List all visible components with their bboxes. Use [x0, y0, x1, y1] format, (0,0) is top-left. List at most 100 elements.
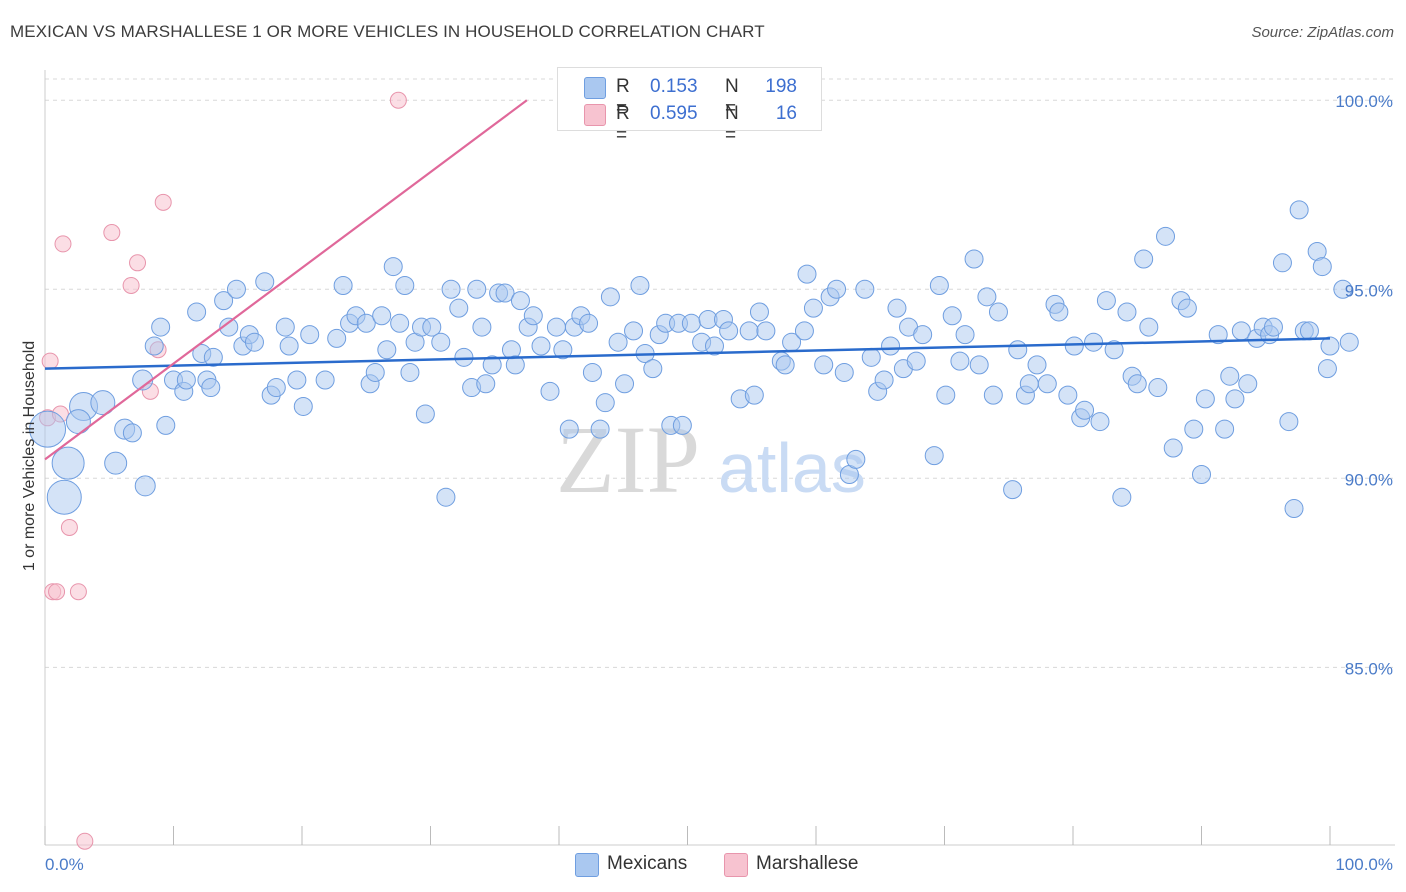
x-tick-label: 0.0%	[45, 855, 84, 874]
data-point-mexicans	[1272, 253, 1292, 273]
data-point-mexicans	[834, 362, 854, 382]
data-point-mexicans	[964, 249, 984, 269]
data-point-mexicans	[1148, 378, 1168, 398]
data-point-mexicans	[983, 385, 1003, 405]
data-point-mexicans	[924, 446, 944, 466]
data-point-mexicans	[1220, 366, 1240, 386]
data-point-mexicans	[600, 287, 620, 307]
data-point-mexicans	[431, 332, 451, 352]
data-point-mexicans	[1064, 336, 1084, 356]
data-point-mexicans	[531, 336, 551, 356]
data-point-mexicans	[950, 351, 970, 371]
data-point-mexicans	[51, 446, 85, 480]
data-point-mexicans	[929, 275, 949, 295]
data-point-marshallese	[76, 832, 94, 850]
data-point-mexicans	[151, 317, 171, 337]
data-point-mexicans	[65, 409, 91, 435]
data-point-mexicans	[749, 302, 769, 322]
data-point-mexicans	[846, 449, 866, 469]
data-point-mexicans	[300, 325, 320, 345]
data-point-mexicans	[579, 313, 599, 333]
data-point-mexicans	[553, 340, 573, 360]
watermark-atlas: atlas	[718, 429, 866, 507]
data-point-mexicans	[1208, 325, 1228, 345]
data-point-mexicans	[988, 302, 1008, 322]
data-point-mexicans	[1096, 291, 1116, 311]
data-point-mexicans	[255, 272, 275, 292]
data-point-mexicans	[1263, 317, 1283, 337]
data-point-mexicans	[874, 370, 894, 390]
data-point-marshallese	[60, 518, 78, 536]
data-point-mexicans	[855, 279, 875, 299]
data-point-mexicans	[1112, 487, 1132, 507]
y-axis-label: 1 or more Vehicles in Household	[21, 341, 38, 571]
data-point-mexicans	[595, 393, 615, 413]
data-point-mexicans	[472, 317, 492, 337]
data-point-mexicans	[104, 451, 128, 475]
data-point-mexicans	[187, 302, 207, 322]
legend-n-value: 16	[775, 103, 797, 124]
data-point-mexicans	[327, 328, 347, 348]
data-point-mexicans	[275, 317, 295, 337]
data-point-mexicans	[608, 332, 628, 352]
y-tick-label: 90.0%	[1345, 470, 1393, 489]
data-point-mexicans	[122, 423, 142, 443]
data-point-mexicans	[1075, 400, 1095, 420]
data-point-mexicans	[383, 257, 403, 277]
data-point-mexicans	[1008, 340, 1028, 360]
bottom-label-marshallese: Marshallese	[756, 853, 859, 874]
legend-r-label: R =	[616, 103, 630, 146]
data-point-mexicans	[436, 487, 456, 507]
data-point-mexicans	[1289, 200, 1309, 220]
data-point-mexicans	[495, 283, 515, 303]
data-point-mexicans	[293, 396, 313, 416]
data-point-mexicans	[756, 321, 776, 341]
data-point-mexicans	[969, 355, 989, 375]
data-point-mexicans	[913, 325, 933, 345]
data-point-mexicans	[794, 321, 814, 341]
data-point-mexicans	[719, 321, 739, 341]
data-point-marshallese	[69, 583, 87, 601]
data-point-marshallese	[41, 352, 59, 370]
data-point-marshallese	[129, 254, 147, 272]
data-point-marshallese	[103, 224, 121, 242]
data-point-mexicans	[287, 370, 307, 390]
x-tick-label: 100.0%	[1335, 855, 1393, 874]
y-tick-label: 95.0%	[1345, 281, 1393, 300]
data-point-mexicans	[365, 362, 385, 382]
legend-n-label: N =	[725, 76, 739, 119]
data-point-mexicans	[400, 362, 420, 382]
data-point-mexicans	[977, 287, 997, 307]
data-point-mexicans	[590, 419, 610, 439]
legend-swatch-marshallese	[584, 104, 606, 126]
data-point-mexicans	[476, 374, 496, 394]
data-point-mexicans	[1134, 249, 1154, 269]
data-point-marshallese	[389, 91, 407, 109]
legend-r-value: 0.595	[650, 103, 698, 124]
data-point-mexicans	[1299, 321, 1319, 341]
grid-lines	[45, 78, 1395, 668]
data-point-mexicans	[739, 321, 759, 341]
data-point-mexicans	[1225, 389, 1245, 409]
data-point-mexicans	[1333, 279, 1353, 299]
data-point-mexicans	[704, 336, 724, 356]
data-point-mexicans	[415, 404, 435, 424]
legend-swatch-mexicans	[584, 77, 606, 99]
data-point-mexicans	[775, 355, 795, 375]
data-point-mexicans	[372, 306, 392, 326]
data-point-mexicans	[144, 336, 164, 356]
data-point-mexicans	[1084, 332, 1104, 352]
data-point-mexicans	[1019, 374, 1039, 394]
data-point-mexicans	[582, 362, 602, 382]
data-point-mexicans	[1195, 389, 1215, 409]
bottom-label-mexicans: Mexicans	[607, 853, 688, 874]
data-point-mexicans	[936, 385, 956, 405]
trend-line-marshallese	[44, 99, 528, 461]
data-point-mexicans	[1156, 226, 1176, 246]
legend-r-label: R =	[616, 76, 630, 119]
data-point-mexicans	[1279, 412, 1299, 432]
legend-r-value: 0.153	[650, 76, 698, 97]
data-point-mexicans	[1003, 480, 1023, 500]
data-point-mexicans	[315, 370, 335, 390]
